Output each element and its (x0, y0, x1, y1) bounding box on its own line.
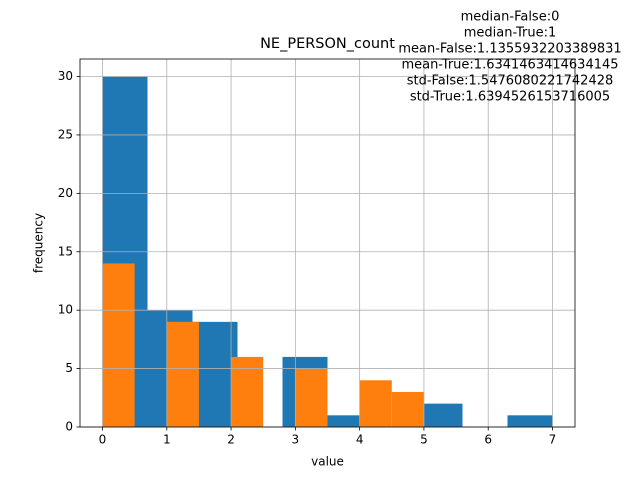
y-axis-label: frequency (32, 213, 46, 273)
bar (192, 321, 238, 427)
y-tick-label: 25 (58, 127, 73, 141)
bar (327, 415, 373, 427)
x-tick-label: 6 (484, 433, 492, 447)
bar (102, 263, 135, 427)
bar (507, 415, 553, 427)
bar (295, 368, 328, 427)
bar (231, 356, 264, 427)
x-tick-label: 2 (227, 433, 235, 447)
y-tick-label: 5 (65, 361, 73, 375)
annotation: median-False:0 (461, 10, 560, 25)
y-tick-label: 20 (58, 186, 73, 200)
annotation: median-True:1 (464, 26, 557, 41)
x-axis-label: value (311, 455, 344, 469)
x-tick-label: 7 (549, 433, 557, 447)
annotation: std-False:1.5476080221742428 (407, 74, 614, 89)
x-tick-label: 0 (99, 433, 107, 447)
x-tick-label: 4 (356, 433, 364, 447)
annotation: std-True:1.6394526153716005 (410, 90, 610, 105)
bar (417, 403, 463, 427)
bar (359, 380, 392, 427)
x-tick-label: 1 (163, 433, 171, 447)
y-tick-label: 30 (58, 69, 73, 83)
bar (391, 391, 424, 427)
x-tick-label: 5 (420, 433, 428, 447)
x-tick-label: 3 (292, 433, 300, 447)
y-tick-label: 0 (65, 420, 73, 434)
annotation: mean-False:1.1355932203389831 (398, 42, 621, 57)
plot-frame (79, 58, 576, 428)
y-tick-label: 10 (58, 303, 73, 317)
chart-title: NE_PERSON_count (260, 36, 395, 52)
annotation: mean-True:1.6341463414634145 (401, 58, 618, 73)
y-tick-label: 15 (58, 244, 73, 258)
bar (166, 321, 199, 427)
